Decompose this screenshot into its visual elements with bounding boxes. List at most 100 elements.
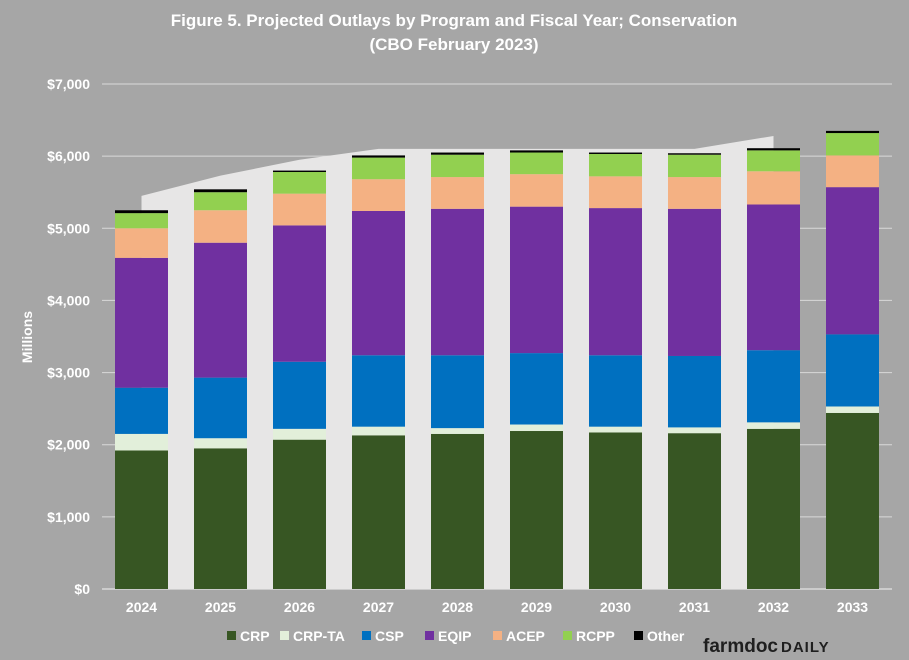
y-tick-1000: $1,000	[47, 509, 90, 525]
bar-csp-2025	[194, 377, 247, 439]
bar-crp-2027	[352, 435, 405, 589]
x-tick-2033: 2033	[837, 599, 868, 615]
bar-other-2028	[431, 152, 484, 155]
bar-crp-ta-2033	[826, 406, 879, 413]
bar-rcpp-2029	[510, 152, 563, 175]
legend-label-csp: CSP	[375, 628, 404, 644]
x-tick-2031: 2031	[679, 599, 710, 615]
legend-label-acep: ACEP	[506, 628, 545, 644]
bar-crp-2030	[589, 432, 642, 589]
legend: CRP CRP-TA CSP EQIP ACEP RCPP Other	[227, 628, 685, 644]
y-tick-6000: $6,000	[47, 148, 90, 164]
bar-eqip-2026	[273, 225, 326, 362]
bar-other-2032	[747, 148, 800, 151]
bar-eqip-2027	[352, 210, 405, 356]
brand-daily: DAILY	[781, 639, 830, 656]
bar-csp-2031	[668, 355, 721, 428]
bar-crp-2033	[826, 412, 879, 589]
y-tick-0: $0	[74, 581, 90, 597]
legend-swatch-crp-ta	[280, 631, 289, 640]
x-tick-2029: 2029	[521, 599, 552, 615]
bar-csp-2027	[352, 355, 405, 427]
bar-acep-2026	[273, 193, 326, 226]
bar-other-2029	[510, 150, 563, 153]
bar-acep-2029	[510, 174, 563, 207]
bar-eqip-2024	[115, 257, 168, 388]
bar-acep-2032	[747, 171, 800, 205]
bar-crp-2028	[431, 433, 484, 589]
bar-acep-2025	[194, 210, 247, 243]
x-tick-2026: 2026	[284, 599, 315, 615]
bar-other-2026	[273, 170, 326, 173]
bar-eqip-2033	[826, 187, 879, 335]
bar-rcpp-2033	[826, 133, 879, 156]
x-tick-2027: 2027	[363, 599, 394, 615]
bar-csp-2028	[431, 355, 484, 429]
legend-swatch-acep	[493, 631, 502, 640]
bars	[115, 130, 879, 589]
bar-rcpp-2030	[589, 153, 642, 177]
bar-rcpp-2032	[747, 150, 800, 172]
bar-acep-2024	[115, 228, 168, 258]
bar-other-2033	[826, 130, 879, 134]
chart-subtitle: (CBO February 2023)	[369, 35, 538, 54]
bar-rcpp-2024	[115, 213, 168, 229]
bar-crp-2029	[510, 431, 563, 589]
bar-acep-2031	[668, 177, 721, 209]
bar-eqip-2032	[747, 204, 800, 351]
x-tick-2024: 2024	[126, 599, 157, 615]
bar-csp-2029	[510, 353, 563, 425]
bar-other-2030	[589, 152, 642, 154]
bar-eqip-2031	[668, 208, 721, 356]
chart-title: Figure 5. Projected Outlays by Program a…	[171, 11, 738, 30]
bar-eqip-2030	[589, 208, 642, 356]
bar-acep-2030	[589, 176, 642, 209]
bar-crp-ta-2025	[194, 438, 247, 449]
legend-label-rcpp: RCPP	[576, 628, 615, 644]
x-tick-2028: 2028	[442, 599, 473, 615]
bar-csp-2032	[747, 350, 800, 423]
bar-csp-2024	[115, 387, 168, 434]
y-axis-label: Millions	[19, 311, 35, 363]
bar-crp-2032	[747, 428, 800, 589]
legend-label-eqip: EQIP	[438, 628, 471, 644]
bar-crp-2025	[194, 448, 247, 589]
bar-other-2027	[352, 155, 405, 158]
bar-acep-2027	[352, 179, 405, 211]
bar-csp-2030	[589, 355, 642, 427]
x-tick-2025: 2025	[205, 599, 236, 615]
legend-label-crp: CRP	[240, 628, 270, 644]
legend-swatch-crp	[227, 631, 236, 640]
bar-rcpp-2031	[668, 154, 721, 178]
x-tick-labels: 2024 2025 2026 2027 2028 2029 2030 2031 2032 2033	[126, 599, 868, 615]
bar-crp-ta-2030	[589, 426, 642, 433]
y-tick-7000: $7,000	[47, 76, 90, 92]
y-tick-2000: $2,000	[47, 437, 90, 453]
bar-crp-ta-2031	[668, 427, 721, 434]
bar-eqip-2025	[194, 242, 247, 378]
y-tick-labels: $0 $1,000 $2,000 $3,000 $4,000 $5,000 $6,000 $7…	[47, 76, 90, 597]
bar-csp-2026	[273, 361, 326, 429]
bar-rcpp-2027	[352, 157, 405, 180]
x-tick-2032: 2032	[758, 599, 789, 615]
bar-crp-ta-2029	[510, 424, 563, 432]
x-tick-2030: 2030	[600, 599, 631, 615]
y-tick-3000: $3,000	[47, 365, 90, 381]
legend-swatch-rcpp	[563, 631, 572, 640]
legend-swatch-eqip	[425, 631, 434, 640]
bar-crp-2024	[115, 450, 168, 589]
legend-label-other: Other	[647, 628, 685, 644]
y-tick-5000: $5,000	[47, 220, 90, 236]
bar-rcpp-2026	[273, 172, 326, 194]
bar-other-2025	[194, 189, 247, 193]
bar-acep-2028	[431, 177, 484, 209]
bar-crp-2031	[668, 433, 721, 589]
bar-eqip-2028	[431, 208, 484, 356]
bar-crp-ta-2026	[273, 428, 326, 440]
bar-csp-2033	[826, 334, 879, 407]
bar-eqip-2029	[510, 206, 563, 354]
bar-crp-ta-2027	[352, 426, 405, 436]
bar-rcpp-2025	[194, 192, 247, 211]
